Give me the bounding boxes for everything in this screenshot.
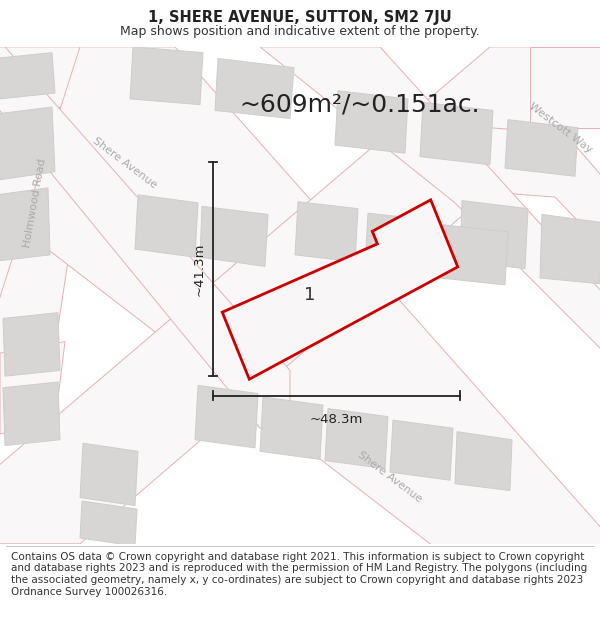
Text: ~41.3m: ~41.3m: [193, 242, 206, 296]
Polygon shape: [215, 58, 294, 119]
Polygon shape: [540, 214, 600, 284]
Text: ~609m²/~0.151ac.: ~609m²/~0.151ac.: [239, 92, 481, 117]
Text: Shere Avenue: Shere Avenue: [356, 449, 424, 504]
Polygon shape: [3, 382, 60, 446]
Text: 1: 1: [304, 286, 316, 304]
Polygon shape: [440, 225, 508, 285]
Polygon shape: [530, 47, 600, 128]
Polygon shape: [295, 202, 358, 262]
Polygon shape: [0, 341, 65, 434]
Polygon shape: [3, 312, 60, 376]
Polygon shape: [0, 47, 600, 567]
Polygon shape: [135, 195, 198, 257]
Polygon shape: [455, 432, 512, 491]
Polygon shape: [0, 107, 55, 180]
Polygon shape: [0, 47, 270, 272]
Polygon shape: [0, 188, 50, 261]
Polygon shape: [325, 409, 388, 469]
Text: Westcott Way: Westcott Way: [527, 101, 593, 155]
Text: 1, SHERE AVENUE, SUTTON, SM2 7JU: 1, SHERE AVENUE, SUTTON, SM2 7JU: [148, 10, 452, 25]
Polygon shape: [0, 47, 600, 544]
Polygon shape: [365, 213, 433, 273]
Polygon shape: [80, 501, 137, 546]
Text: Map shows position and indicative extent of the property.: Map shows position and indicative extent…: [120, 26, 480, 39]
Polygon shape: [505, 119, 578, 176]
Text: Shere Avenue: Shere Avenue: [91, 135, 159, 190]
Polygon shape: [0, 52, 55, 99]
Polygon shape: [130, 47, 203, 104]
Polygon shape: [222, 200, 458, 379]
Polygon shape: [0, 47, 85, 220]
Polygon shape: [390, 420, 453, 480]
Polygon shape: [80, 443, 138, 506]
Polygon shape: [0, 214, 75, 359]
Polygon shape: [260, 397, 323, 459]
Polygon shape: [420, 102, 493, 165]
Polygon shape: [480, 127, 600, 249]
Polygon shape: [460, 201, 528, 269]
Text: Holmwood Road: Holmwood Road: [22, 158, 48, 248]
Polygon shape: [200, 206, 268, 266]
Polygon shape: [195, 386, 258, 448]
Polygon shape: [0, 47, 290, 428]
Polygon shape: [335, 91, 408, 153]
Text: Contains OS data © Crown copyright and database right 2021. This information is : Contains OS data © Crown copyright and d…: [11, 552, 587, 597]
Text: ~48.3m: ~48.3m: [310, 413, 363, 426]
Polygon shape: [260, 47, 600, 353]
